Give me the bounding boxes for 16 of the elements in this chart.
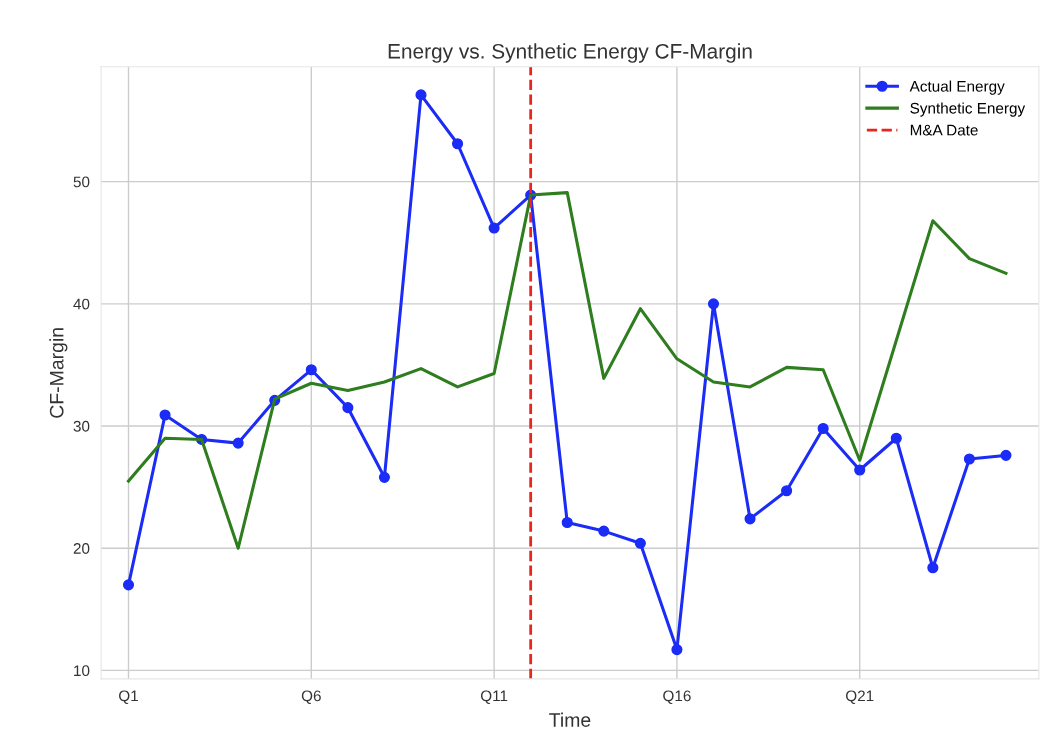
y-tick-label: 20 xyxy=(73,543,90,554)
y-axis-title: CF-Margin xyxy=(49,328,68,418)
x-tick-label: Q11 xyxy=(480,690,508,704)
x-tick-label: Q21 xyxy=(846,690,874,704)
x-tick-label: Q1 xyxy=(119,690,138,704)
x-axis-title: Time xyxy=(549,712,591,727)
legend-label: Synthetic Energy xyxy=(910,102,1026,117)
y-tick-label: 30 xyxy=(73,420,90,432)
y-tick-label: 40 xyxy=(73,298,90,310)
text: M&A Date xyxy=(910,124,978,136)
x-tick-label: Q6 xyxy=(301,690,321,704)
chart-title: Energy vs. Synthetic Energy CF-Margin xyxy=(388,43,752,63)
legend-label: Actual Energy xyxy=(909,80,1005,95)
y-tick-label: 10 xyxy=(74,665,90,677)
x-tick-label: Q16 xyxy=(663,690,691,704)
y-tick-label: 50 xyxy=(73,176,90,188)
